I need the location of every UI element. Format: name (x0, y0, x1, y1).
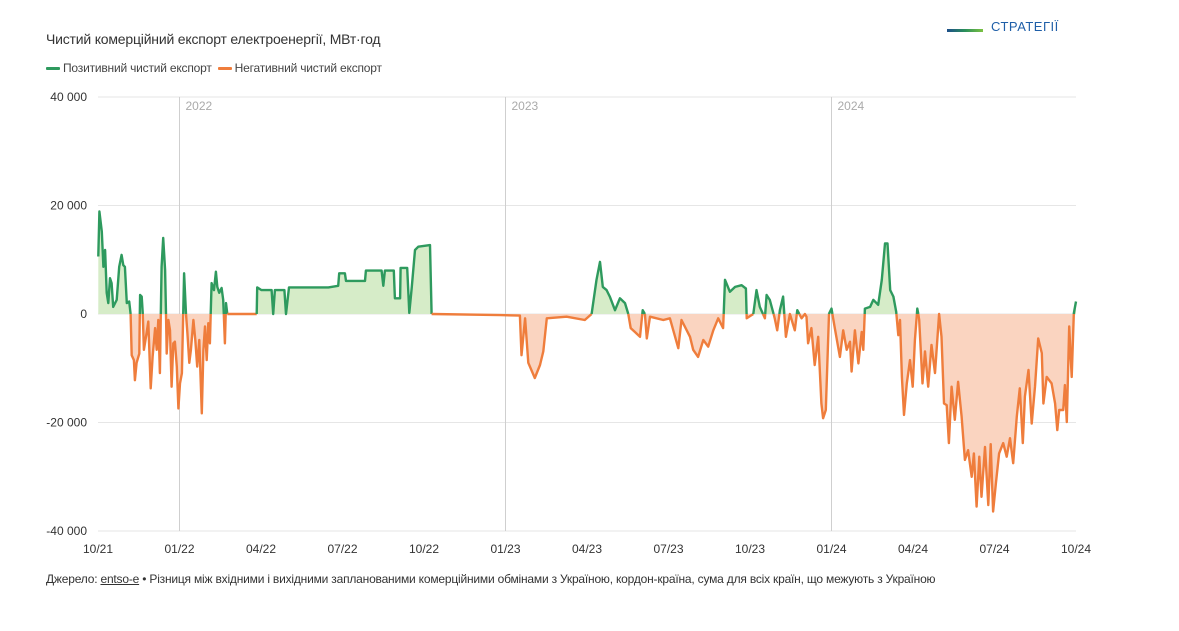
x-tick-label: 10/21 (83, 542, 113, 556)
x-tick-label: 01/23 (490, 542, 520, 556)
negative-export-line (745, 312, 754, 320)
positive-export-line (764, 293, 775, 315)
positive-export-line (863, 242, 898, 315)
x-tick-label: 10/23 (735, 542, 765, 556)
negative-export-line (141, 313, 162, 390)
negative-export-line (761, 313, 767, 320)
x-tick-label: 07/24 (979, 542, 1009, 556)
negative-export-line (831, 313, 866, 373)
negative-export-line (627, 313, 644, 338)
chart-footer: Джерело: entso-e • Різниця між вхідними … (46, 572, 936, 586)
chart-legend: Позитивний чистий експорт Негативний чис… (46, 61, 382, 75)
positive-export-line (827, 307, 834, 315)
positive-export-line (97, 210, 132, 315)
legend-item-negative[interactable]: Негативний чистий експорт (217, 61, 382, 75)
negative-export-line (643, 313, 725, 359)
logo-bar-icon (947, 28, 983, 32)
y-tick-label: -20 000 (46, 416, 87, 430)
positive-export-line (138, 293, 144, 315)
positive-area (98, 211, 1076, 314)
positive-export-line (159, 236, 168, 315)
positive-export-line (209, 270, 225, 315)
strategii-logo: СТРАТЕГІЇ (947, 20, 1059, 34)
negative-export-line (895, 313, 919, 417)
legend-swatch-positive (46, 66, 60, 70)
source-link[interactable]: entso-e (100, 572, 140, 586)
positive-export-line (255, 243, 433, 316)
legend-label-positive: Позитивний чистий експорт (63, 61, 212, 75)
positive-export-line (795, 309, 801, 315)
negative-export-line (164, 313, 185, 410)
y-tick-label: -40 000 (46, 524, 87, 538)
negative-export-line (798, 312, 831, 420)
source-label: Джерело: (46, 572, 98, 586)
positive-export-line (778, 295, 786, 315)
positive-export-line (1072, 301, 1078, 315)
legend-label-negative: Негативний чистий експорт (234, 61, 382, 75)
negative-export-line (222, 313, 227, 345)
y-tick-label: 0 (80, 307, 87, 321)
negative-area (98, 314, 1076, 512)
positive-export-line (224, 301, 229, 315)
year-label: 2023 (512, 99, 539, 113)
positive-export-line (722, 278, 748, 315)
x-tick-label: 04/24 (898, 542, 928, 556)
negative-export-line (772, 313, 781, 332)
negative-export-line (431, 312, 593, 380)
x-tick-label: 04/23 (572, 542, 602, 556)
positive-export-line (590, 260, 630, 315)
x-tick-label: 07/23 (653, 542, 683, 556)
positive-export-line (182, 272, 188, 315)
year-label: 2024 (838, 99, 865, 113)
logo-text: СТРАТЕГІЇ (991, 20, 1059, 34)
negative-export-line (129, 313, 141, 382)
positive-export-line (641, 309, 646, 315)
year-label: 2022 (186, 99, 213, 113)
negative-export-line (184, 313, 212, 415)
x-tick-label: 01/22 (164, 542, 194, 556)
chart-title: Чистий комерційний експорт електроенергі… (46, 31, 381, 47)
legend-item-positive[interactable]: Позитивний чистий експорт (46, 61, 212, 75)
x-tick-label: 10/24 (1061, 542, 1091, 556)
y-tick-label: 40 000 (50, 90, 87, 104)
negative-export-line (783, 312, 798, 338)
y-tick-label: 20 000 (50, 199, 87, 213)
x-tick-label: 07/22 (327, 542, 357, 556)
x-tick-label: 01/24 (816, 542, 846, 556)
positive-export-line (915, 307, 920, 315)
legend-swatch-negative (217, 66, 232, 70)
positive-export-line (752, 288, 765, 315)
x-tick-label: 04/22 (246, 542, 276, 556)
x-tick-label: 10/22 (409, 542, 439, 556)
source-note: • Різниця між вхідними і вихідними запла… (142, 572, 936, 586)
negative-export-line (917, 312, 1075, 513)
